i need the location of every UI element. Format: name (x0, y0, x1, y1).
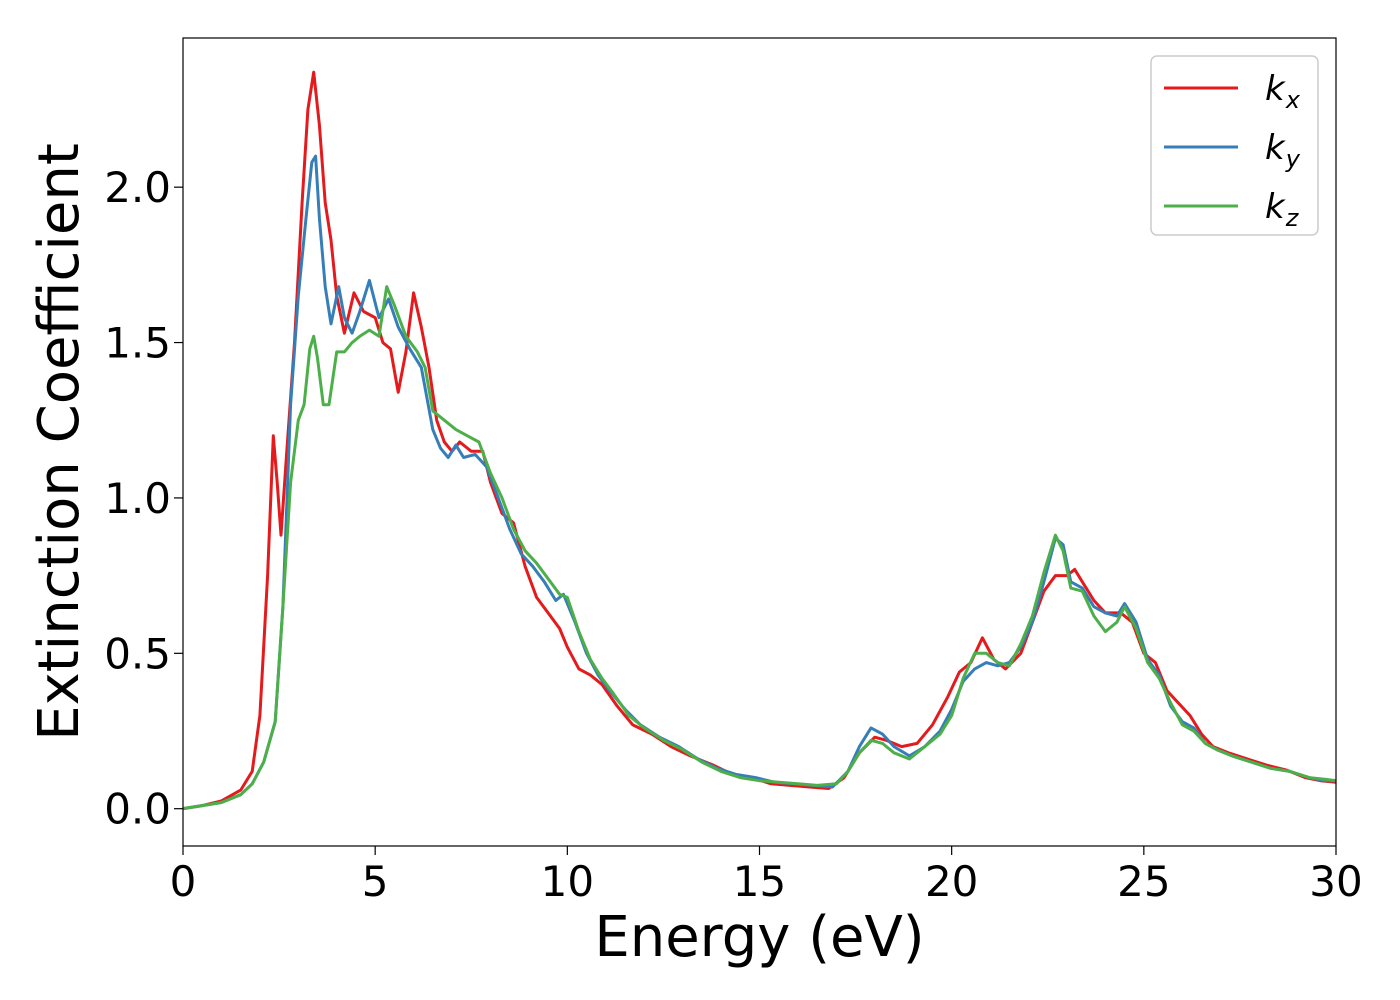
legend-label: ky (1265, 128, 1301, 173)
legend-label: kz (1265, 187, 1300, 232)
y-axis-title: Extinction Coefficient (27, 143, 92, 741)
legend-label-base: k (1265, 128, 1286, 168)
y-tick-label: 2.0 (104, 163, 171, 212)
y-tick-label: 0.5 (104, 629, 171, 678)
y-tick-label: 0.0 (104, 785, 171, 834)
legend-entry-kx: kx (1164, 69, 1301, 114)
y-tick-label: 1.0 (104, 474, 171, 523)
legend-label-subscript: y (1285, 145, 1301, 173)
y-tick-label: 1.5 (104, 319, 171, 368)
legend-label-subscript: x (1285, 86, 1301, 114)
x-tick-label: 15 (733, 857, 786, 906)
x-tick-label: 25 (1117, 857, 1170, 906)
x-tick-label: 30 (1309, 857, 1362, 906)
legend-entry-ky: ky (1164, 128, 1301, 173)
x-axis-title: Energy (eV) (594, 905, 924, 970)
series-layer (183, 70, 1336, 811)
legend-label-base: k (1265, 187, 1286, 227)
legend-label-base: k (1265, 69, 1286, 109)
x-axis: 0 5 10 15 20 25 30 (170, 846, 1363, 906)
x-tick-label: 0 (170, 857, 197, 906)
series-line-ky (183, 154, 1336, 811)
legend-entry-kz: kz (1164, 187, 1300, 232)
x-tick-label: 20 (925, 857, 978, 906)
legend-label-subscript: z (1285, 204, 1300, 232)
y-axis: 0.0 0.5 1.0 1.5 2.0 (104, 163, 183, 834)
x-tick-label: 10 (541, 857, 594, 906)
series-line-kz (183, 285, 1336, 811)
x-tick-label: 5 (362, 857, 389, 906)
legend-label: kx (1265, 69, 1301, 114)
